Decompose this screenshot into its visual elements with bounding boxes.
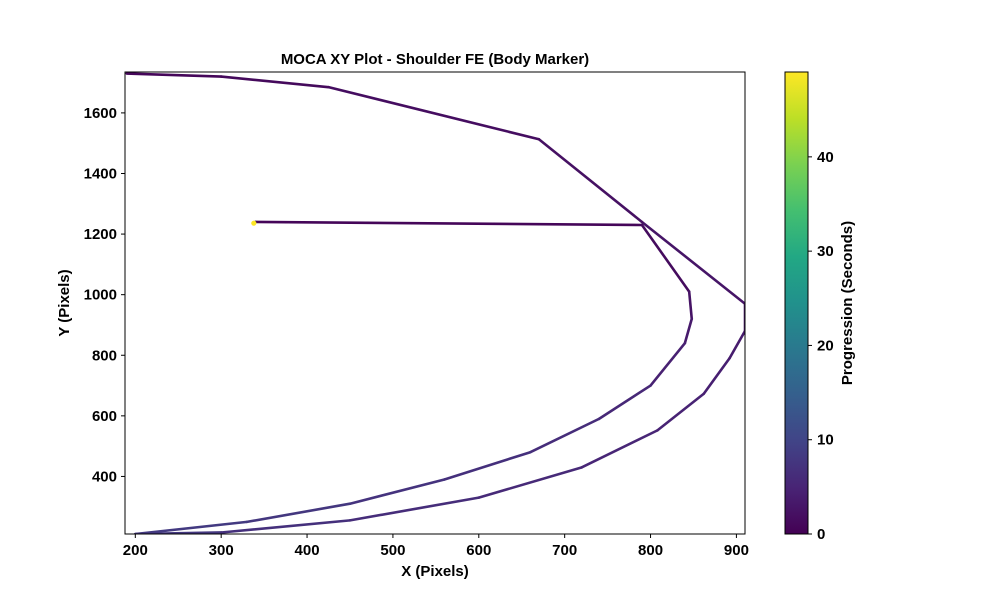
trajectory-segment xyxy=(443,450,532,481)
series-layer xyxy=(125,72,745,534)
y-tick-label: 1400 xyxy=(84,165,117,182)
trajectory-segment xyxy=(348,478,446,506)
x-tick-label: 900 xyxy=(724,542,749,559)
trajectory-point xyxy=(251,220,257,226)
y-tick-label: 1200 xyxy=(84,226,117,243)
y-tick-label: 1600 xyxy=(84,105,117,122)
y-axis: 400 600 800 1000 1200 1400 1600 xyxy=(84,105,125,485)
colorbar xyxy=(784,71,809,535)
colorbar-tick-label: 30 xyxy=(817,243,834,260)
trajectory-segment xyxy=(219,519,352,534)
plot-frame xyxy=(124,71,746,535)
trajectory-segment xyxy=(640,223,691,293)
chart-title: MOCA XY Plot - Shoulder FE (Body Marker) xyxy=(281,51,589,68)
colorbar-axis: 0 10 20 30 40 xyxy=(808,149,834,543)
trajectory-segment xyxy=(529,417,601,454)
trajectory-segment xyxy=(597,384,652,421)
trajectory-segment xyxy=(348,496,481,522)
trajectory-segment xyxy=(640,220,745,306)
colorbar-tick-label: 0 xyxy=(817,526,825,543)
trajectory-segment xyxy=(219,75,330,89)
y-tick-label: 400 xyxy=(92,468,117,485)
trajectory-segment xyxy=(702,356,731,396)
x-axis-label: X (Pixels) xyxy=(401,563,469,580)
trajectory-segment xyxy=(656,392,706,432)
x-tick-label: 700 xyxy=(552,542,577,559)
colorbar-tick-label: 10 xyxy=(817,432,834,449)
x-tick-label: 500 xyxy=(380,542,405,559)
x-tick-label: 600 xyxy=(466,542,491,559)
trajectory-segment xyxy=(580,429,659,469)
trajectory-segment xyxy=(537,137,644,224)
trajectory-segment xyxy=(245,502,352,524)
trajectory-segment xyxy=(728,329,745,360)
trajectory-segment xyxy=(327,85,541,141)
colorbar-tick-label: 20 xyxy=(817,337,834,354)
y-tick-label: 800 xyxy=(92,347,117,364)
x-tick-label: 400 xyxy=(295,542,320,559)
x-tick-label: 300 xyxy=(209,542,234,559)
trajectory-segment xyxy=(254,220,644,227)
y-axis-label: Y (Pixels) xyxy=(56,269,73,336)
trajectory-segment xyxy=(477,466,584,499)
trajectory-segment xyxy=(125,72,223,78)
x-tick-label: 200 xyxy=(123,542,148,559)
y-tick-label: 1000 xyxy=(84,287,117,304)
x-axis: 200 300 400 500 600 700 800 900 xyxy=(123,534,749,559)
colorbar-label: Progression (Seconds) xyxy=(839,221,856,385)
trajectory-segment xyxy=(649,341,687,387)
trajectory-segment xyxy=(687,290,694,321)
colorbar-tick-label: 40 xyxy=(817,149,834,166)
y-tick-label: 600 xyxy=(92,408,117,425)
trajectory-segment xyxy=(683,317,694,345)
trajectory-segment xyxy=(134,520,249,534)
x-tick-label: 800 xyxy=(638,542,663,559)
